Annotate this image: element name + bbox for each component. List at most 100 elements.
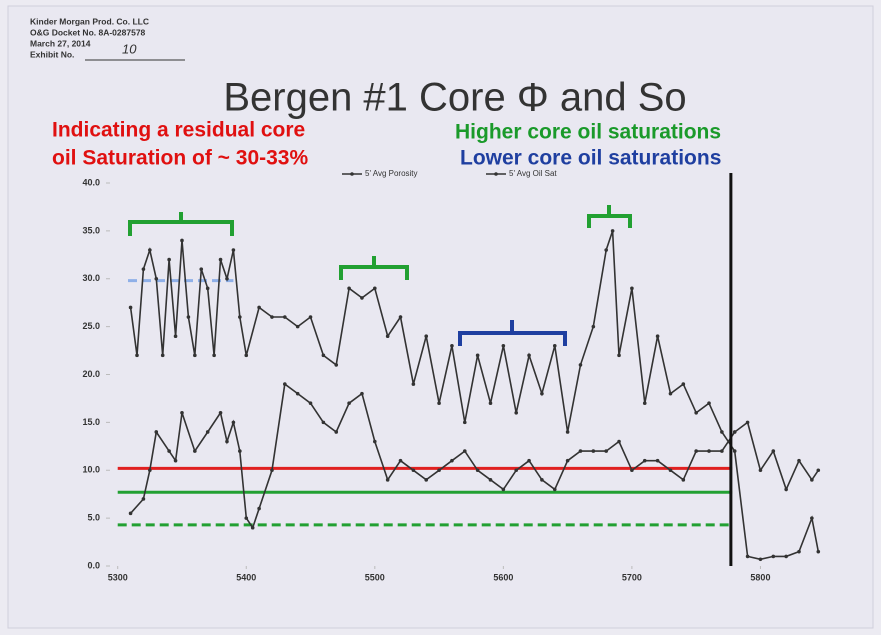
stamp-line: Exhibit No. [30,49,74,59]
series-point [604,248,608,252]
series-point [578,363,583,367]
series-point [199,267,204,271]
series-point [462,449,467,453]
series-point [462,420,467,425]
x-tick-label: 5800 [750,572,770,582]
annotation: Higher core oil saturations [455,121,721,144]
series-point [591,449,596,453]
series-point [771,554,776,559]
series-point [758,557,763,562]
series-point [437,401,441,406]
legend-label: 5' Avg Oil Sat [509,169,557,178]
series-point [514,468,519,473]
series-point [411,468,416,473]
series-point [238,315,242,319]
series-point [154,430,159,434]
series-point [604,449,608,453]
stamp-line: March 27, 2014 [30,38,91,48]
series-point [694,449,698,453]
series-point [655,334,660,339]
series-point [424,478,429,482]
series-point [758,468,763,473]
series-point [257,305,261,310]
series-point [745,420,750,425]
series-point [552,343,557,348]
series-point [160,353,165,358]
y-tick-label: 5.0 [87,513,100,523]
series-point [527,458,531,463]
series-point [784,487,788,492]
series-line [130,382,819,530]
bracket [458,320,567,346]
series-point [167,257,171,262]
series-point [205,430,210,434]
series-point [591,324,596,329]
series-point [385,334,390,339]
series-point [148,248,152,252]
series-point [437,468,441,473]
series-point [193,449,197,453]
series-point [173,458,178,463]
series-point [681,478,686,482]
stamp-number: 10 [122,41,137,56]
series-point [128,511,133,516]
series-point [141,497,146,501]
series-point [250,525,255,530]
series-point [450,343,454,348]
series-point [617,439,621,444]
series-point [565,458,570,463]
series-point [347,286,351,291]
annotation: Lower core oil saturations [460,147,721,170]
series-point [398,458,403,463]
series-point [475,353,480,358]
series-point [167,449,171,453]
series-point [816,468,821,473]
series-point [283,382,287,386]
series-point [771,449,776,453]
chart-title: Bergen #1 Core Φ and So [223,76,686,120]
series-point [212,353,216,358]
x-tick-label: 5300 [108,572,128,582]
bracket [128,212,234,236]
series-point [135,353,139,358]
bracket [339,256,409,280]
annotation: oil Saturation of ~ 30-33% [52,147,308,170]
legend-swatch-dot [494,172,498,176]
series-point [552,487,557,492]
series-point [745,554,750,559]
series-point [797,549,801,554]
series-point [373,286,377,291]
stamp-line: O&G Docket No. 8A-0287578 [30,27,146,37]
bracket [587,205,632,228]
series-point [617,353,621,358]
x-tick-label: 5600 [493,572,513,582]
series-point [385,478,390,482]
y-tick-label: 10.0 [82,465,100,475]
series-point [373,439,377,444]
series-point [308,315,313,319]
series-point [128,305,133,310]
y-tick-label: 40.0 [82,177,100,187]
series-point [424,334,429,339]
series-point [540,391,544,396]
series-point [475,468,480,473]
series-point [630,468,634,473]
series-point [668,468,673,473]
series-point [784,554,788,559]
x-tick-label: 5700 [622,572,642,582]
series-point [707,401,711,406]
series-point [732,449,737,453]
series-point [205,286,210,291]
series-point [610,229,615,233]
x-tick-label: 5500 [365,572,385,582]
series-point [238,449,242,453]
series-point [244,353,249,358]
series-point [668,391,673,396]
series-point [231,420,236,425]
series-point [540,478,544,482]
y-tick-label: 15.0 [82,417,100,427]
series-point [411,382,416,386]
series-point [720,430,724,434]
stamp: Kinder Morgan Prod. Co. LLC O&G Docket N… [30,16,185,61]
